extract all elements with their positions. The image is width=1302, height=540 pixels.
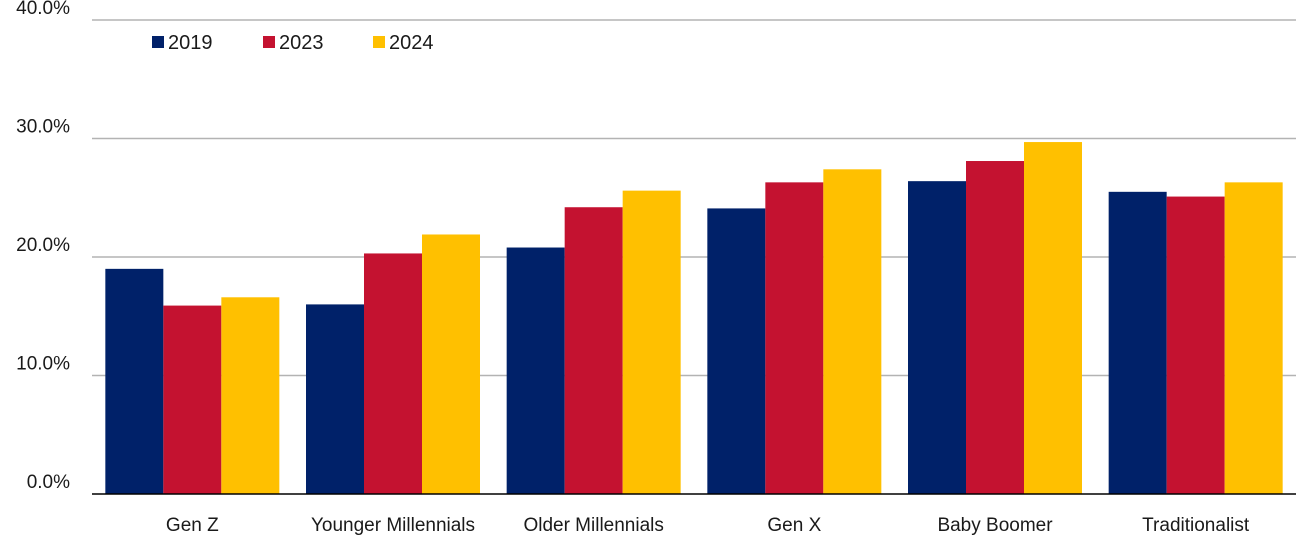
- y-tick-label: 40.0%: [16, 0, 70, 19]
- bar-2019-gen-z: [105, 268, 164, 494]
- bar-2024-gen-z: [221, 297, 280, 494]
- bar-2019-baby-boomer: [908, 181, 966, 494]
- bar-2019-traditionalist: [1108, 191, 1167, 494]
- bar-2019-gen-x: [707, 208, 766, 495]
- legend-label-2024: 2024: [389, 32, 434, 54]
- bar-2024-younger-millennials: [422, 234, 480, 495]
- x-category-label: Traditionalist: [1142, 515, 1250, 536]
- x-category-label: Older Millennials: [523, 515, 663, 536]
- legend-swatch-2024: [373, 36, 385, 48]
- x-axis-category-labels: Gen Z Younger Millennials Older Millennial…: [166, 515, 1250, 536]
- bar-2024-gen-x: [823, 169, 882, 494]
- legend-label-2023: 2023: [279, 32, 324, 54]
- bar-2023-older-millennials: [564, 207, 623, 495]
- legend-swatch-2019: [152, 36, 164, 48]
- legend: 2019 2023 2024: [152, 32, 434, 54]
- bar-2024-older-millennials: [622, 190, 681, 494]
- y-tick-label: 0.0%: [27, 472, 70, 493]
- y-tick-label: 20.0%: [16, 235, 70, 256]
- bar-2019-younger-millennials: [306, 304, 364, 494]
- bar-2024-baby-boomer: [1024, 142, 1082, 494]
- legend-label-2019: 2019: [168, 32, 213, 54]
- y-tick-label: 10.0%: [16, 354, 70, 375]
- y-tick-label: 30.0%: [16, 117, 70, 138]
- legend-swatch-2023: [263, 36, 275, 48]
- x-category-label: Gen Z: [166, 515, 219, 536]
- bars: [105, 142, 1283, 495]
- x-category-label: Younger Millennials: [311, 515, 475, 536]
- y-axis-tick-labels: 0.0% 10.0% 20.0% 30.0% 40.0%: [16, 0, 70, 493]
- bar-2023-baby-boomer: [966, 161, 1024, 494]
- bar-2023-traditionalist: [1166, 196, 1225, 494]
- x-category-label: Baby Boomer: [937, 515, 1053, 536]
- bar-2023-gen-x: [765, 182, 824, 494]
- x-category-label: Gen X: [767, 515, 821, 536]
- bar-2024-traditionalist: [1224, 182, 1283, 494]
- bar-2023-younger-millennials: [364, 253, 422, 494]
- bar-2019-older-millennials: [506, 247, 565, 494]
- bar-2023-gen-z: [163, 305, 222, 494]
- gridlines: [92, 19, 1296, 377]
